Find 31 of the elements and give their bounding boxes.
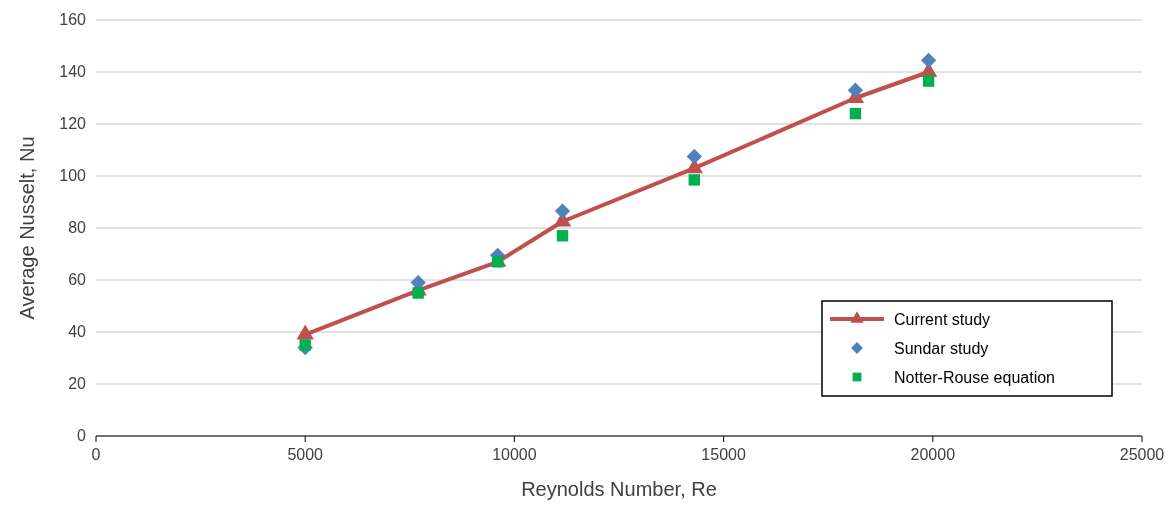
x-tick-label: 0 <box>91 446 101 463</box>
x-axis-title: Reynolds Number, Re <box>521 478 717 500</box>
y-tick-label: 160 <box>59 11 87 28</box>
legend-label: Current study <box>894 311 991 328</box>
x-tick-label: 5000 <box>287 446 324 463</box>
y-tick-label: 120 <box>59 115 87 132</box>
legend-label: Sundar study <box>894 340 989 357</box>
point <box>412 287 424 299</box>
x-tick-label: 20000 <box>910 446 956 463</box>
x-tick-label: 25000 <box>1119 446 1165 463</box>
y-tick-label: 140 <box>59 63 87 80</box>
y-tick-label: 40 <box>68 323 87 340</box>
point <box>556 230 569 242</box>
y-tick-label: 20 <box>68 375 87 392</box>
point <box>849 107 862 120</box>
point <box>491 256 504 268</box>
y-tick-label: 100 <box>59 167 87 184</box>
point <box>847 82 864 98</box>
x-tick-label: 15000 <box>701 446 746 463</box>
point <box>920 52 937 68</box>
point <box>554 203 571 219</box>
y-tick-label: 80 <box>68 219 87 236</box>
y-axis-title: Average Nusselt, Nu <box>16 136 38 320</box>
point <box>299 339 311 351</box>
point <box>922 75 935 87</box>
legend-label: Notter-Rouse equation <box>894 369 1055 386</box>
point <box>688 174 701 186</box>
x-tick-label: 10000 <box>492 446 537 463</box>
y-tick-label: 60 <box>68 271 87 288</box>
point <box>686 148 702 165</box>
y-tick-label: 0 <box>77 427 87 444</box>
